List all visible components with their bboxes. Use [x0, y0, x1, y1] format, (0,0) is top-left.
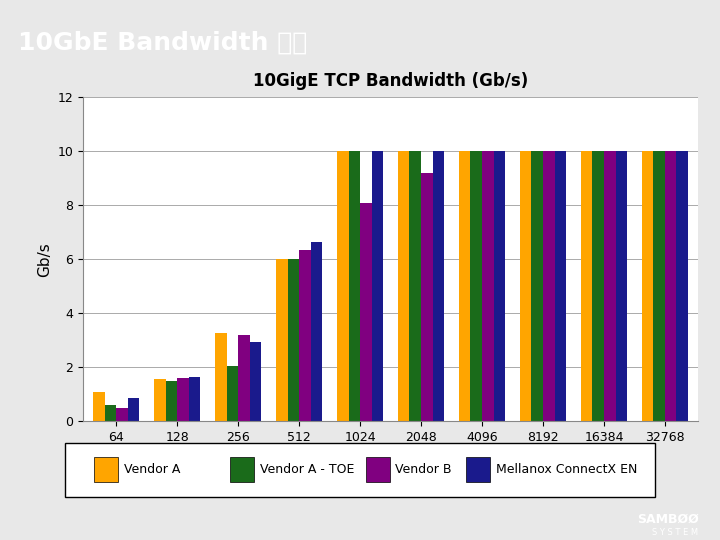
- Bar: [337, 151, 348, 421]
- Bar: [470, 151, 482, 421]
- FancyBboxPatch shape: [230, 457, 253, 482]
- Bar: [166, 381, 177, 421]
- Bar: [154, 379, 166, 421]
- Y-axis label: Gb/s: Gb/s: [37, 242, 52, 276]
- Bar: [227, 366, 238, 421]
- Text: SAMBØØ: SAMBØØ: [636, 512, 698, 526]
- Bar: [311, 242, 323, 421]
- Bar: [250, 342, 261, 421]
- Bar: [360, 202, 372, 421]
- Bar: [554, 151, 566, 421]
- Bar: [348, 151, 360, 421]
- Bar: [189, 377, 200, 421]
- FancyBboxPatch shape: [467, 457, 490, 482]
- Text: S Y S T E M: S Y S T E M: [652, 528, 698, 537]
- Bar: [276, 259, 287, 421]
- Bar: [398, 151, 410, 421]
- Bar: [665, 151, 677, 421]
- Bar: [653, 151, 665, 421]
- Bar: [287, 259, 300, 421]
- FancyBboxPatch shape: [65, 443, 655, 497]
- Bar: [300, 250, 311, 421]
- Title: 10GigE TCP Bandwidth (Gb/s): 10GigE TCP Bandwidth (Gb/s): [253, 72, 528, 90]
- Bar: [581, 151, 593, 421]
- Bar: [531, 151, 543, 421]
- Bar: [421, 173, 433, 421]
- Text: Vendor A: Vendor A: [124, 463, 180, 476]
- FancyBboxPatch shape: [366, 457, 390, 482]
- Bar: [215, 334, 227, 421]
- Bar: [642, 151, 653, 421]
- Bar: [482, 151, 494, 421]
- Bar: [677, 151, 688, 421]
- Bar: [372, 151, 383, 421]
- Bar: [117, 408, 128, 421]
- X-axis label: Bytes: Bytes: [364, 449, 417, 468]
- Bar: [616, 151, 627, 421]
- Bar: [543, 151, 554, 421]
- Text: Mellanox ConnectX EN: Mellanox ConnectX EN: [496, 463, 637, 476]
- Bar: [93, 392, 104, 421]
- FancyBboxPatch shape: [94, 457, 118, 482]
- Bar: [593, 151, 604, 421]
- Text: Vendor A - TOE: Vendor A - TOE: [260, 463, 354, 476]
- Bar: [238, 335, 250, 421]
- Bar: [494, 151, 505, 421]
- Bar: [104, 405, 117, 421]
- Bar: [177, 378, 189, 421]
- Bar: [520, 151, 531, 421]
- Text: 10GbE Bandwidth 비교: 10GbE Bandwidth 비교: [18, 31, 307, 55]
- Bar: [128, 399, 140, 421]
- Bar: [459, 151, 470, 421]
- Bar: [410, 151, 421, 421]
- Bar: [433, 151, 444, 421]
- Text: Vendor B: Vendor B: [395, 463, 452, 476]
- Bar: [604, 151, 616, 421]
